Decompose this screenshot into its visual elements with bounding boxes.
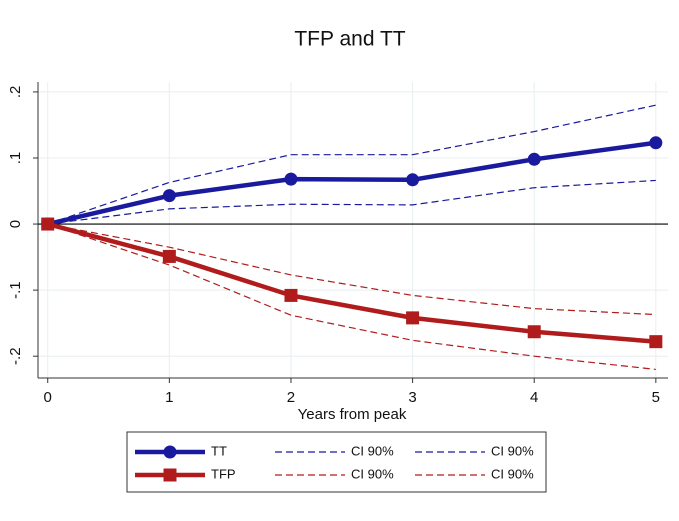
marker bbox=[649, 335, 663, 349]
ci-line bbox=[47, 223, 656, 316]
x-axis-label: Years from peak bbox=[298, 406, 407, 423]
series-line bbox=[47, 221, 657, 344]
legend-label: CI 90% bbox=[491, 466, 534, 481]
y-tick-label: .1 bbox=[7, 152, 24, 165]
legend-box bbox=[126, 431, 547, 493]
x-tick-label: 0 bbox=[44, 389, 52, 406]
marker bbox=[284, 172, 298, 186]
series-line bbox=[47, 140, 657, 227]
x-tick-label: 4 bbox=[530, 389, 538, 406]
legend-label: TFP bbox=[211, 466, 236, 481]
legend-label: CI 90% bbox=[351, 466, 394, 481]
marker bbox=[406, 311, 420, 325]
legend: TT CI 90% CI 90% TFP CI 90% CI 90% bbox=[126, 431, 547, 493]
marker bbox=[162, 189, 176, 203]
legend-item: CI 90% bbox=[275, 443, 394, 458]
marker bbox=[162, 249, 176, 263]
chart-title: TFP and TT bbox=[294, 28, 405, 51]
legend-marker bbox=[163, 468, 177, 482]
marker bbox=[527, 325, 541, 339]
legend-item: CI 90% bbox=[275, 466, 394, 481]
legend-item: TFP bbox=[135, 466, 236, 482]
y-tick-label: -.1 bbox=[7, 281, 24, 299]
x-tick-label: 5 bbox=[652, 389, 660, 406]
ci-line bbox=[47, 223, 656, 371]
legend-label: CI 90% bbox=[351, 443, 394, 458]
x-tick-label: 2 bbox=[287, 389, 295, 406]
ci-line bbox=[47, 104, 656, 225]
marker bbox=[284, 288, 298, 302]
marker bbox=[406, 173, 420, 187]
legend-item: CI 90% bbox=[415, 466, 534, 481]
marker bbox=[527, 152, 541, 166]
legend-label: TT bbox=[211, 443, 227, 458]
legend-label: CI 90% bbox=[491, 443, 534, 458]
marker bbox=[649, 136, 663, 150]
x-tick-label: 3 bbox=[408, 389, 416, 406]
y-tick-label: -.2 bbox=[7, 347, 24, 365]
y-tick-label: .2 bbox=[7, 86, 24, 99]
legend-item: TT bbox=[135, 443, 227, 459]
legend-item: CI 90% bbox=[415, 443, 534, 458]
legend-marker bbox=[163, 445, 177, 459]
x-tick-label: 1 bbox=[165, 389, 173, 406]
y-tick-label: 0 bbox=[7, 220, 24, 228]
ci-line bbox=[47, 179, 656, 225]
